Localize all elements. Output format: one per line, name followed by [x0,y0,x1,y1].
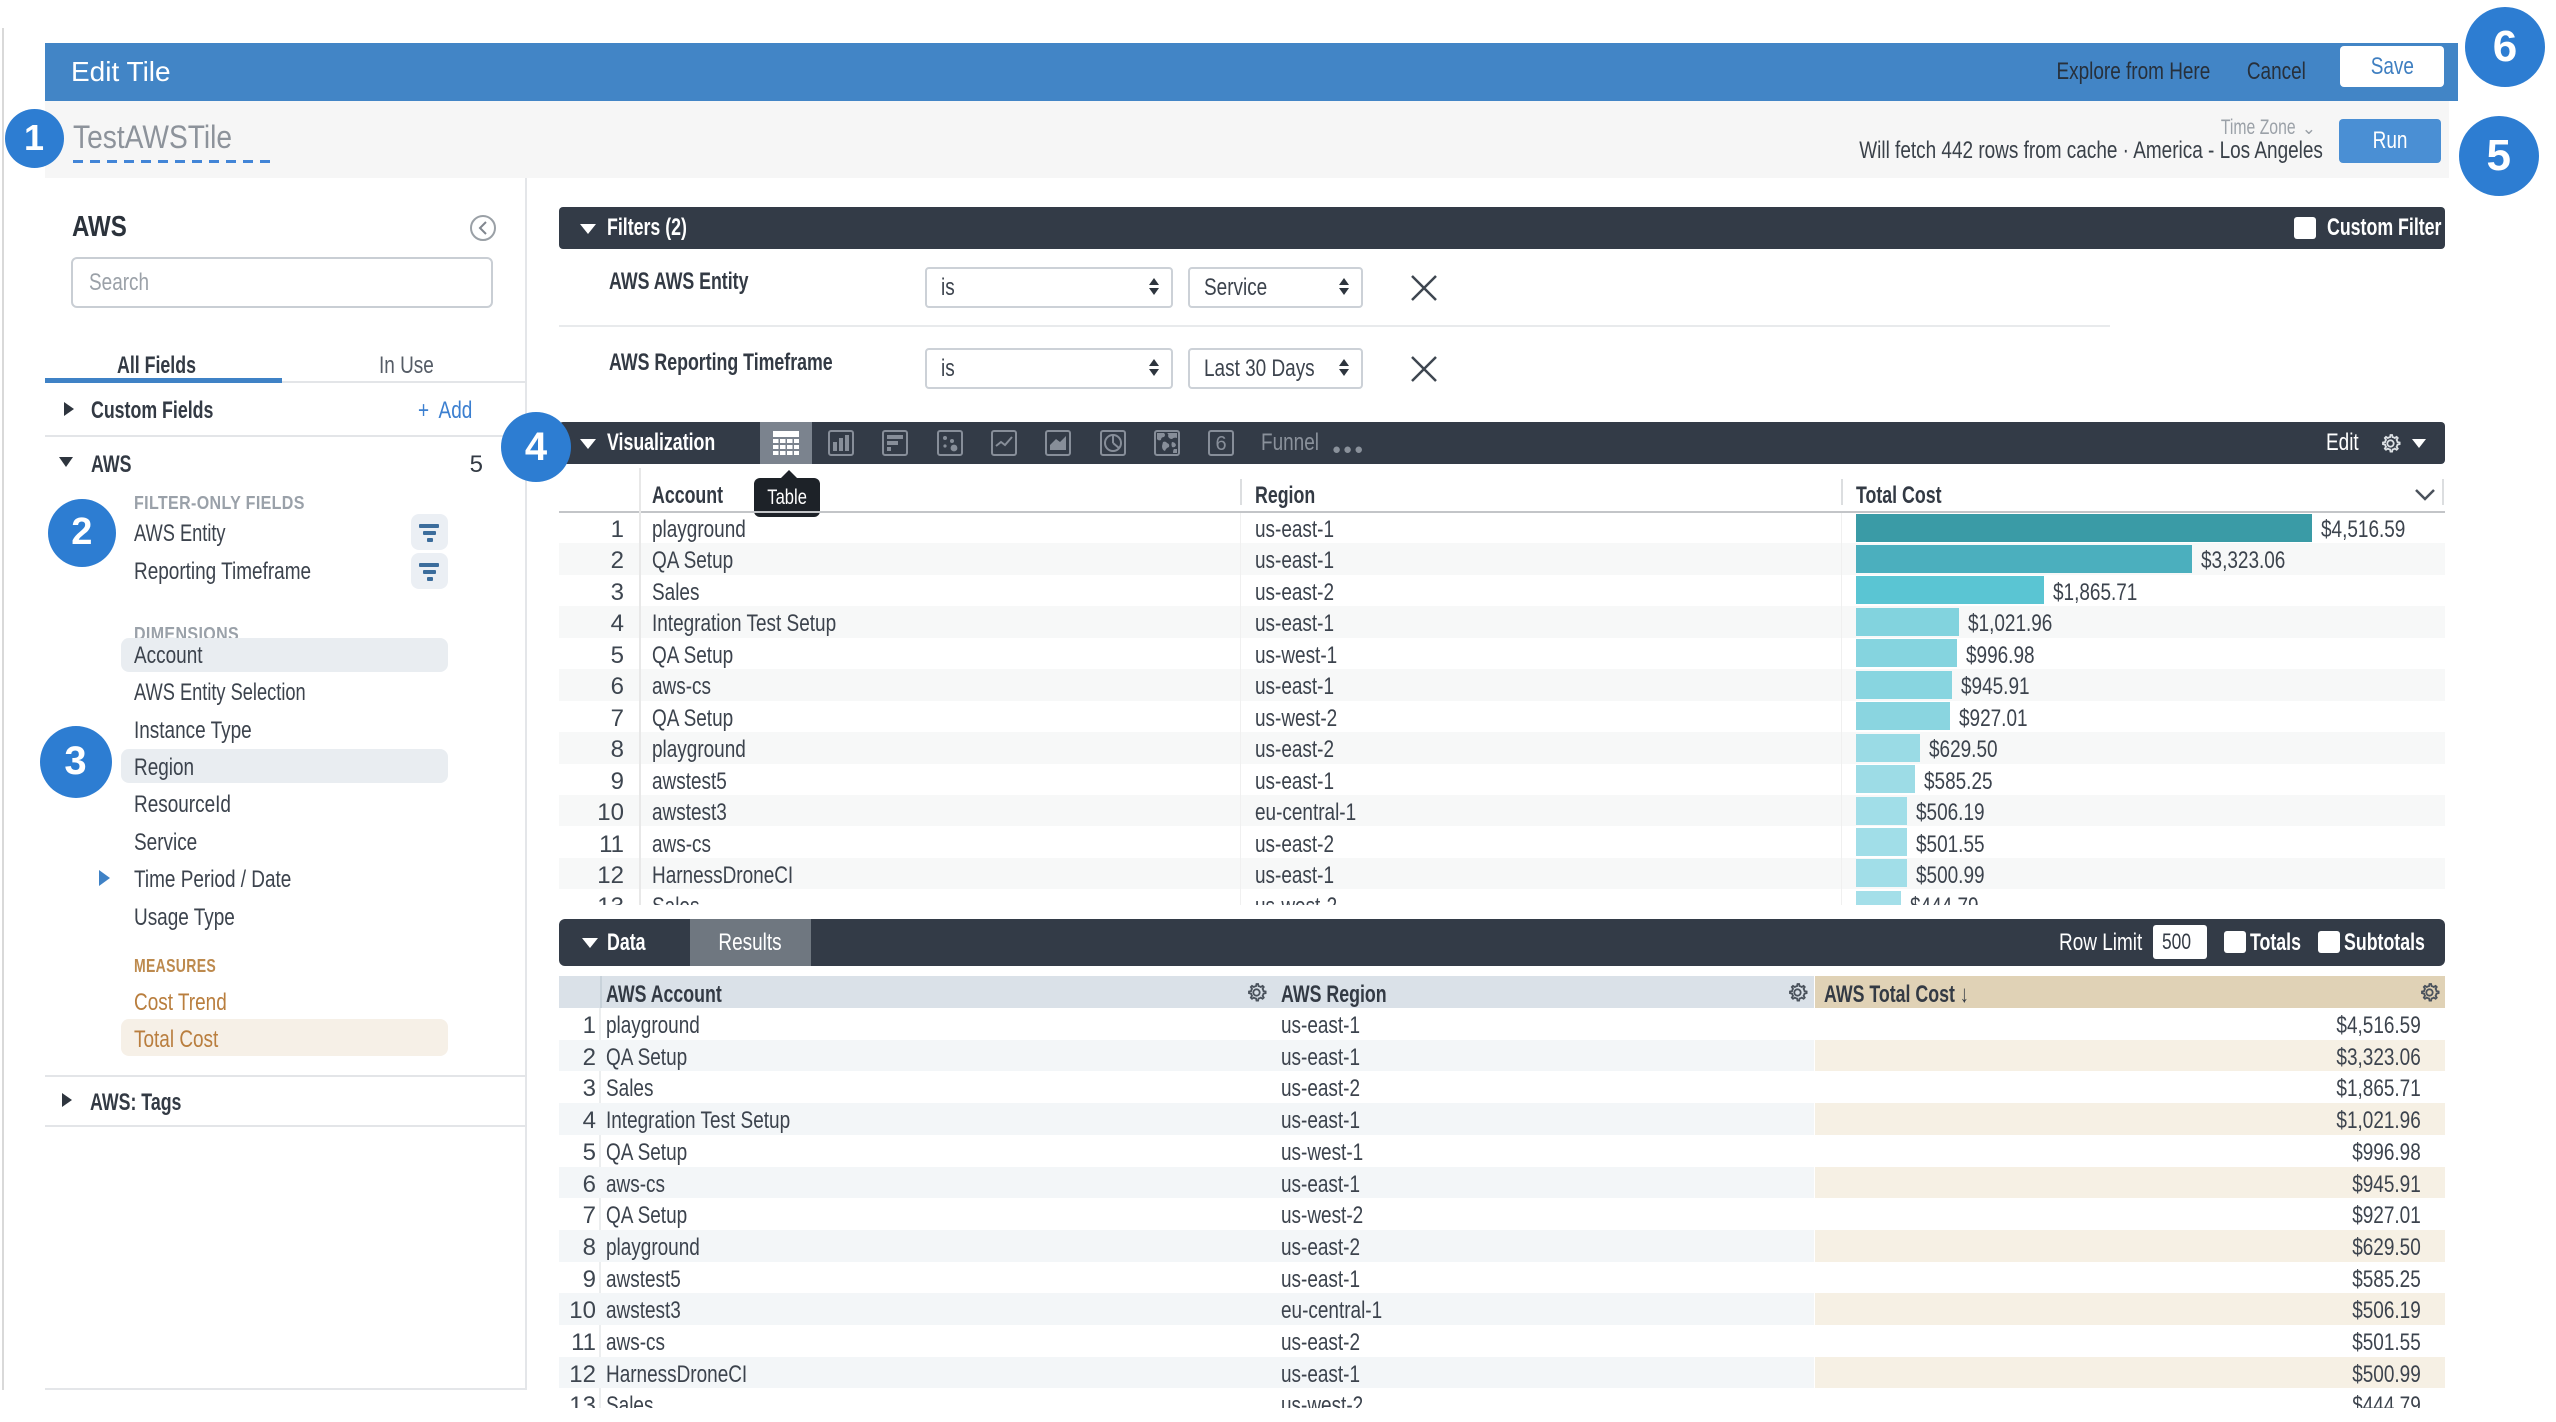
svg-text:6: 6 [1215,433,1226,455]
